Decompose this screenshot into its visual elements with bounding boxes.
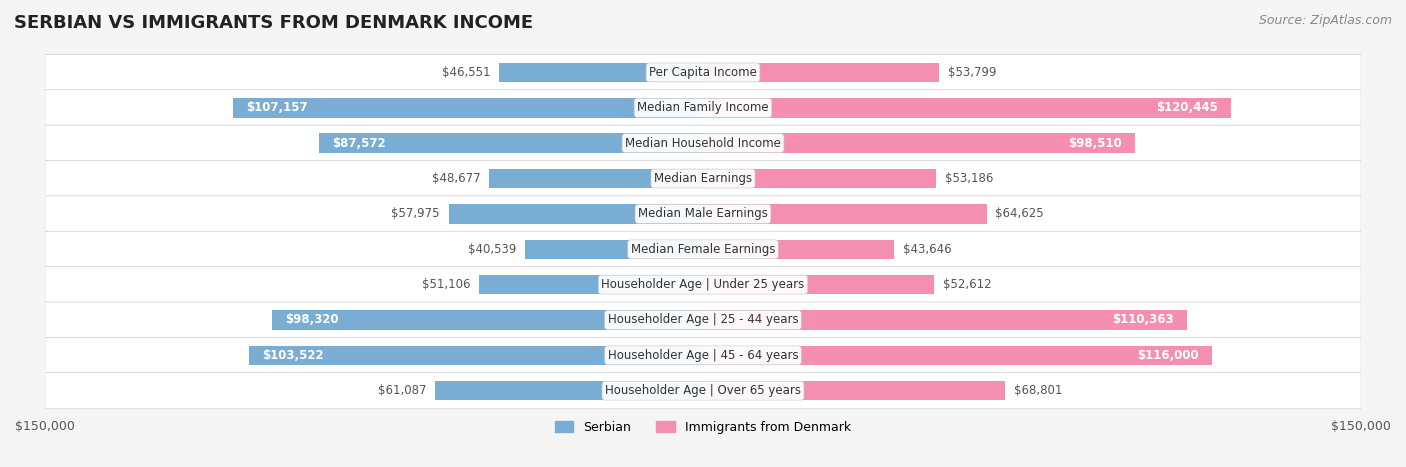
Bar bbox=[319, 134, 703, 153]
Text: $110,363: $110,363 bbox=[1112, 313, 1174, 326]
FancyBboxPatch shape bbox=[45, 196, 1361, 232]
Bar bbox=[434, 381, 703, 400]
FancyBboxPatch shape bbox=[45, 231, 1361, 267]
Bar bbox=[449, 204, 703, 224]
Text: $87,572: $87,572 bbox=[332, 137, 385, 149]
Text: Per Capita Income: Per Capita Income bbox=[650, 66, 756, 79]
Text: $53,186: $53,186 bbox=[945, 172, 994, 185]
Text: Householder Age | Under 25 years: Householder Age | Under 25 years bbox=[602, 278, 804, 291]
Bar bbox=[479, 275, 703, 294]
Bar bbox=[526, 240, 703, 259]
Text: Householder Age | 25 - 44 years: Householder Age | 25 - 44 years bbox=[607, 313, 799, 326]
Bar bbox=[703, 346, 1212, 365]
Text: $64,625: $64,625 bbox=[995, 207, 1043, 220]
Bar bbox=[703, 63, 939, 82]
Text: $116,000: $116,000 bbox=[1137, 349, 1199, 362]
Bar bbox=[271, 310, 703, 330]
Text: Source: ZipAtlas.com: Source: ZipAtlas.com bbox=[1258, 14, 1392, 27]
Bar bbox=[499, 63, 703, 82]
Text: $57,975: $57,975 bbox=[391, 207, 440, 220]
Text: SERBIAN VS IMMIGRANTS FROM DENMARK INCOME: SERBIAN VS IMMIGRANTS FROM DENMARK INCOM… bbox=[14, 14, 533, 32]
FancyBboxPatch shape bbox=[45, 373, 1361, 409]
Text: Median Male Earnings: Median Male Earnings bbox=[638, 207, 768, 220]
Bar bbox=[703, 310, 1187, 330]
Text: Median Earnings: Median Earnings bbox=[654, 172, 752, 185]
Text: $52,612: $52,612 bbox=[942, 278, 991, 291]
Text: Median Family Income: Median Family Income bbox=[637, 101, 769, 114]
Bar bbox=[233, 98, 703, 118]
Text: $43,646: $43,646 bbox=[903, 243, 952, 256]
Bar bbox=[489, 169, 703, 188]
Bar bbox=[703, 98, 1232, 118]
Text: $53,799: $53,799 bbox=[948, 66, 997, 79]
Text: $40,539: $40,539 bbox=[468, 243, 516, 256]
Text: $61,087: $61,087 bbox=[378, 384, 426, 397]
FancyBboxPatch shape bbox=[45, 55, 1361, 91]
Text: $46,551: $46,551 bbox=[441, 66, 491, 79]
FancyBboxPatch shape bbox=[45, 267, 1361, 303]
FancyBboxPatch shape bbox=[45, 125, 1361, 161]
FancyBboxPatch shape bbox=[45, 90, 1361, 126]
Bar bbox=[703, 275, 934, 294]
Text: $51,106: $51,106 bbox=[422, 278, 470, 291]
Text: $98,510: $98,510 bbox=[1069, 137, 1122, 149]
Bar bbox=[703, 204, 987, 224]
Bar bbox=[703, 381, 1005, 400]
FancyBboxPatch shape bbox=[45, 302, 1361, 338]
Text: Median Household Income: Median Household Income bbox=[626, 137, 780, 149]
Text: $107,157: $107,157 bbox=[246, 101, 308, 114]
Bar bbox=[703, 240, 894, 259]
Text: Householder Age | Over 65 years: Householder Age | Over 65 years bbox=[605, 384, 801, 397]
Text: $48,677: $48,677 bbox=[432, 172, 481, 185]
Text: $103,522: $103,522 bbox=[262, 349, 323, 362]
Text: $98,320: $98,320 bbox=[285, 313, 339, 326]
Bar bbox=[249, 346, 703, 365]
Legend: Serbian, Immigrants from Denmark: Serbian, Immigrants from Denmark bbox=[550, 416, 856, 439]
Bar bbox=[703, 134, 1135, 153]
Text: $68,801: $68,801 bbox=[1014, 384, 1062, 397]
Text: $120,445: $120,445 bbox=[1156, 101, 1218, 114]
Bar bbox=[703, 169, 936, 188]
FancyBboxPatch shape bbox=[45, 161, 1361, 197]
Text: Median Female Earnings: Median Female Earnings bbox=[631, 243, 775, 256]
Text: Householder Age | 45 - 64 years: Householder Age | 45 - 64 years bbox=[607, 349, 799, 362]
FancyBboxPatch shape bbox=[45, 337, 1361, 374]
